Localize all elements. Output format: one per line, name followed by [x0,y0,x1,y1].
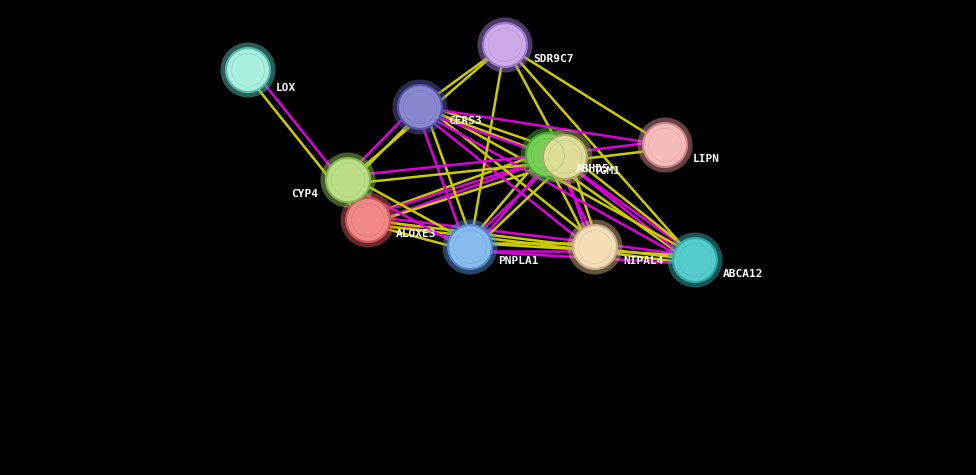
Circle shape [673,238,717,282]
Text: CYP4: CYP4 [291,189,318,199]
Text: PNPLA1: PNPLA1 [498,256,539,266]
Circle shape [226,48,270,92]
Circle shape [341,192,395,247]
Circle shape [221,42,275,97]
Circle shape [320,152,376,208]
Circle shape [346,198,390,242]
Circle shape [326,158,370,202]
Text: ABCA12: ABCA12 [723,269,763,279]
Text: ALOXE3: ALOXE3 [396,229,436,239]
Text: NIPAL4: NIPAL4 [623,256,664,266]
Circle shape [483,23,527,67]
Circle shape [442,219,498,275]
Circle shape [637,117,693,172]
Circle shape [477,18,533,73]
Circle shape [543,135,587,179]
Circle shape [643,123,687,167]
Text: SDR9C7: SDR9C7 [533,54,574,64]
Text: LOX: LOX [276,83,297,93]
Text: TGM1: TGM1 [593,166,620,176]
Circle shape [573,225,617,269]
Text: CERS3: CERS3 [448,116,482,126]
Circle shape [526,133,570,177]
Circle shape [538,130,592,184]
Circle shape [392,79,448,134]
Circle shape [398,85,442,129]
Text: LIPN: LIPN [693,154,720,164]
Circle shape [668,232,722,287]
Circle shape [567,219,623,275]
Text: ABHD5: ABHD5 [576,164,610,174]
Circle shape [520,127,576,182]
Circle shape [448,225,492,269]
